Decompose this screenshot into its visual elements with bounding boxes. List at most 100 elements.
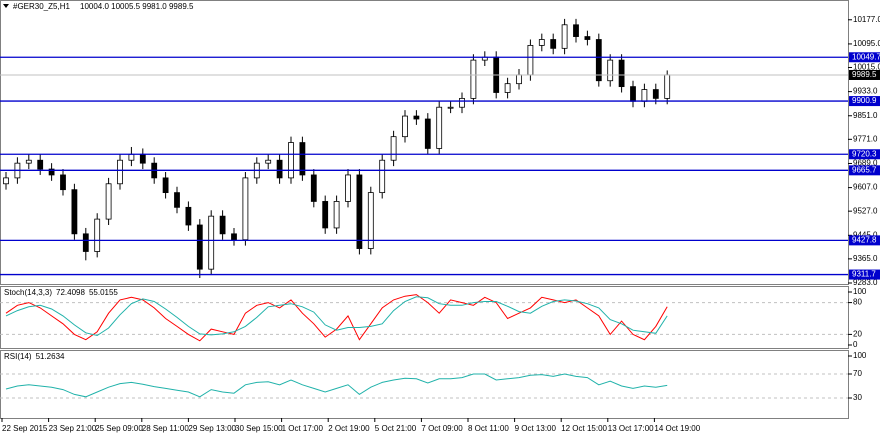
y-tick-label: 9771.0 xyxy=(853,134,878,143)
x-tick-label: 14 Oct 19:00 xyxy=(654,424,700,433)
x-tick-label: 13 Oct 17:00 xyxy=(608,424,654,433)
candle-body xyxy=(82,233,89,252)
candle-body xyxy=(231,233,237,241)
candle-body xyxy=(664,74,671,99)
candle-body xyxy=(527,44,534,76)
candle-body xyxy=(299,142,306,176)
candle-body xyxy=(379,159,386,194)
candle-body xyxy=(242,177,249,241)
indicator-line xyxy=(5,373,668,398)
last-price-label: 9989.5 xyxy=(852,70,877,79)
candle-body xyxy=(424,118,431,149)
candle-body xyxy=(413,115,420,120)
candle-body xyxy=(561,24,568,49)
indicator-value: 55.0155 xyxy=(89,288,118,297)
candle-body xyxy=(607,59,614,82)
y-tick-label: 100 xyxy=(853,351,867,360)
indicator-title: Stoch(14,3,3) xyxy=(4,288,52,297)
candle-body xyxy=(504,83,511,93)
candle-body xyxy=(618,59,625,88)
x-tick-label: 23 Sep 21:00 xyxy=(49,424,97,433)
y-tick-label: 100 xyxy=(853,287,867,296)
y-tick-label: 10095.0 xyxy=(853,39,880,48)
panel-frame xyxy=(0,350,849,419)
candle-body xyxy=(94,218,101,252)
indicator-title: RSI(14) xyxy=(4,352,32,361)
candle-body xyxy=(356,174,363,249)
candle-body xyxy=(595,39,602,82)
candle-body xyxy=(470,59,477,99)
level-label: 9900.9 xyxy=(852,96,877,105)
candle-body xyxy=(71,189,78,235)
x-tick-label: 1 Oct 17:00 xyxy=(282,424,324,433)
x-tick-label: 28 Sep 11:00 xyxy=(142,424,190,433)
x-tick-label: 2 Oct 19:00 xyxy=(328,424,370,433)
candle-body xyxy=(162,177,169,194)
y-tick-label: 0 xyxy=(853,340,858,349)
level-label: 9311.7 xyxy=(852,270,876,279)
level-label-box xyxy=(849,96,880,107)
candle-body xyxy=(652,89,659,99)
candle-body xyxy=(60,174,66,191)
level-label-box xyxy=(849,235,880,246)
candle-body xyxy=(447,106,454,109)
candle-body xyxy=(550,39,557,49)
y-tick-label: 9527.0 xyxy=(853,206,878,215)
candle-body xyxy=(345,174,351,202)
indicator-value: 51.2634 xyxy=(36,352,65,361)
candle-body xyxy=(48,168,55,176)
y-tick-label: 10177.0 xyxy=(853,15,880,24)
candle-body xyxy=(196,224,203,270)
y-tick-label: 9365.0 xyxy=(853,254,878,263)
candle-body xyxy=(117,159,123,185)
level-label: 9427.8 xyxy=(852,235,877,244)
candle-body xyxy=(641,89,648,102)
candle-body xyxy=(185,206,192,226)
candle-body xyxy=(128,153,135,161)
x-tick-label: 8 Oct 11:00 xyxy=(468,424,509,433)
x-tick-label: 7 Oct 09:00 xyxy=(421,424,463,433)
y-tick-label: 9283.0 xyxy=(853,278,878,287)
candle-body xyxy=(174,192,180,208)
candle-body xyxy=(630,86,636,102)
x-tick-label: 30 Sep 15:00 xyxy=(235,424,283,433)
y-tick-label: 9689.0 xyxy=(853,159,878,168)
level-label: 10049.7 xyxy=(852,52,880,61)
candle-body xyxy=(25,159,32,164)
x-tick-label: 9 Oct 13:00 xyxy=(515,424,557,433)
y-tick-label: 10015.0 xyxy=(853,63,880,72)
candle-body xyxy=(573,24,579,37)
x-tick-label: 12 Oct 15:00 xyxy=(561,424,607,433)
candle-body xyxy=(37,159,44,170)
candle-body xyxy=(310,174,317,202)
y-tick-label: 9933.0 xyxy=(853,87,878,96)
y-tick-label: 20 xyxy=(853,330,862,339)
candle-body xyxy=(516,74,522,85)
level-label-box xyxy=(849,165,880,176)
candle-body xyxy=(288,142,294,179)
level-label: 9720.3 xyxy=(852,149,877,158)
candle-body xyxy=(390,136,397,161)
indicator-value: 72.4098 xyxy=(56,288,85,297)
candle-body xyxy=(436,106,443,149)
candle-body xyxy=(538,39,545,46)
y-tick-label: 80 xyxy=(853,298,862,307)
level-label-box xyxy=(849,149,880,160)
candle-body xyxy=(139,153,146,164)
candle-body xyxy=(265,159,272,164)
candle-body xyxy=(322,201,329,229)
candle-body xyxy=(459,97,465,108)
menu-arrow[interactable] xyxy=(3,4,9,8)
y-tick-label: 9445.0 xyxy=(853,230,878,239)
candle-body xyxy=(584,36,591,40)
level-label-box xyxy=(849,269,880,280)
candle-body xyxy=(105,183,112,220)
candle-body xyxy=(333,201,340,229)
panel-frame xyxy=(0,286,849,349)
candle-body xyxy=(276,159,283,179)
level-label-box xyxy=(849,52,880,63)
symbol: #GER30_Z5,H1 xyxy=(13,2,70,11)
x-tick-label: 22 Sep 2015 xyxy=(2,424,48,433)
